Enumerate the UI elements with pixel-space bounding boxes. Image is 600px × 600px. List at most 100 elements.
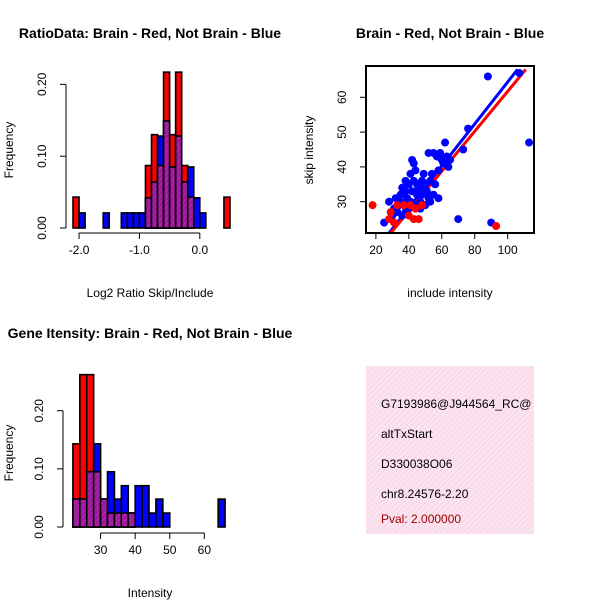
ratio-y-tick-label: 0.10 <box>35 144 49 168</box>
scatter-point-not-brain <box>459 145 468 154</box>
scatter-point-not-brain <box>434 194 443 203</box>
ratio-bar-overlap <box>168 166 177 229</box>
scatter-point-not-brain <box>385 197 394 206</box>
gene-histogram-xlabel: Intensity <box>128 586 173 600</box>
gene-x-tick-label: 30 <box>94 543 108 557</box>
gene-bar-overlap <box>79 498 88 528</box>
scatter-title: Brain - Red, Not Brain - Blue <box>356 25 544 41</box>
scatter-point-not-brain <box>419 169 428 178</box>
scatter-point-not-brain <box>427 169 436 178</box>
gene-bar-overlap <box>106 512 116 528</box>
scatter-y-tick-label: 50 <box>335 125 349 139</box>
scatter-point-not-brain <box>401 187 410 196</box>
gene-bar-not-brain <box>155 498 164 528</box>
info-panel: G7193986@J944564_RC@ altTxStart D330038O… <box>366 366 534 534</box>
scatter-point-brain <box>492 222 501 231</box>
gene-bar-not-brain <box>148 512 157 528</box>
ratio-bar-not-brain <box>198 212 207 229</box>
scatter-point-brain <box>399 201 408 210</box>
scatter-y-tick-label: 30 <box>335 195 349 209</box>
scatter-point-not-brain <box>434 166 443 175</box>
ratio-bar-not-brain <box>138 212 147 229</box>
scatter-y-tick-label: 40 <box>335 160 349 174</box>
gene-x-tick-label: 50 <box>163 543 177 557</box>
gene-bar-overlap <box>120 512 130 528</box>
ratio-bar-overlap <box>162 120 171 229</box>
ratio-bar-not-brain <box>126 212 135 229</box>
gene-y-tick-label: 0.20 <box>32 399 46 423</box>
scatter-point-brain <box>393 201 402 210</box>
scatter-point-not-brain <box>436 148 445 157</box>
gene-bar-overlap <box>92 470 102 528</box>
ratio-bar-not-brain <box>192 197 201 229</box>
gene-x-tick-label: 40 <box>128 543 142 557</box>
scatter-x-tick-label: 40 <box>402 243 416 257</box>
info-panel-clip <box>534 366 600 534</box>
scatter-point-not-brain <box>426 197 435 206</box>
scatter-point-not-brain <box>409 159 418 168</box>
scatter-point-not-brain <box>464 124 473 133</box>
scatter-point-not-brain <box>414 183 423 192</box>
scatter-point-not-brain <box>525 138 534 147</box>
ratio-bar-not-brain <box>120 212 129 229</box>
scatter-point-not-brain <box>411 166 420 175</box>
scatter-plot-frame <box>365 65 535 234</box>
ratio-bar-not-brain <box>102 212 111 229</box>
gene-bar-overlap <box>72 498 81 528</box>
scatter-point-not-brain <box>454 215 463 224</box>
ratio-histogram-ylabel: Frequency <box>2 122 16 179</box>
scatter-point-not-brain <box>441 138 450 147</box>
scatter-point-not-brain <box>446 155 454 164</box>
gene-bar-overlap <box>113 512 123 528</box>
info-line-event-type: altTxStart <box>381 427 433 441</box>
ratio-bar-overlap <box>186 196 195 229</box>
gene-y-tick-label: 0.10 <box>32 457 46 481</box>
scatter-point-not-brain <box>431 180 440 189</box>
ratio-bar-brain <box>223 196 231 229</box>
ratio-bar-not-brain <box>132 212 141 229</box>
gene-bar-overlap <box>99 498 109 528</box>
gene-y-tick-label: 0.00 <box>32 515 46 539</box>
scatter-x-tick-label: 80 <box>468 243 482 257</box>
gene-histogram-ylabel: Frequency <box>2 425 16 482</box>
scatter-point-brain <box>368 201 377 210</box>
scatter-point-brain <box>390 218 398 227</box>
gene-bar-overlap <box>85 470 95 528</box>
scatter-point-brain <box>418 201 426 210</box>
scatter-point-brain <box>414 215 423 224</box>
info-line-event-id: G7193986@J944564_RC@ <box>381 397 531 411</box>
gene-bar-not-brain <box>134 484 143 528</box>
gene-histogram-title: Gene Itensity: Brain - Red, Not Brain - … <box>8 325 293 341</box>
ratio-bar-overlap <box>150 181 159 229</box>
scatter-y-tick-label: 60 <box>335 90 349 104</box>
ratio-x-tick-label: 0.0 <box>191 243 208 257</box>
scatter-point-not-brain <box>515 68 524 77</box>
ratio-bar-not-brain <box>78 212 86 229</box>
scatter-point-not-brain <box>483 72 492 81</box>
gene-bar-not-brain <box>162 512 171 528</box>
info-line-location: chr8.24576-2.20 <box>381 487 469 501</box>
ratio-bar-overlap <box>144 197 153 229</box>
scatter-x-tick-label: 20 <box>369 243 383 257</box>
ratio-histogram: RatioData: Brain - Red, Not Brain - Blue… <box>2 25 281 300</box>
ratio-histogram-xlabel: Log2 Ratio Skip/Include <box>87 286 214 300</box>
ratio-bar-brain <box>72 196 80 229</box>
info-line-gene: D330038O06 <box>381 457 453 471</box>
scatter-x-tick-label: 60 <box>435 243 449 257</box>
ratio-bar-overlap <box>180 181 189 229</box>
gene-intensity-histogram: Gene Itensity: Brain - Red, Not Brain - … <box>2 325 293 600</box>
ratio-x-tick-label: -2.0 <box>69 243 90 257</box>
ratio-histogram-title: RatioData: Brain - Red, Not Brain - Blue <box>19 25 281 41</box>
scatter-point-brain <box>386 208 395 217</box>
ratio-y-tick-label: 0.00 <box>35 216 49 240</box>
info-pval: Pval: 2.000000 <box>381 512 461 526</box>
ratio-bar-overlap <box>156 164 165 229</box>
ratio-bar-overlap <box>174 135 183 229</box>
gene-bar-overlap <box>127 512 136 528</box>
gene-x-tick-label: 60 <box>198 543 212 557</box>
intensity-scatter: Brain - Red, Not Brain - Blue include in… <box>302 25 544 300</box>
scatter-ylabel: skip intensity <box>302 116 316 185</box>
scatter-x-tick-label: 100 <box>498 243 518 257</box>
scatter-point-not-brain <box>444 162 453 171</box>
